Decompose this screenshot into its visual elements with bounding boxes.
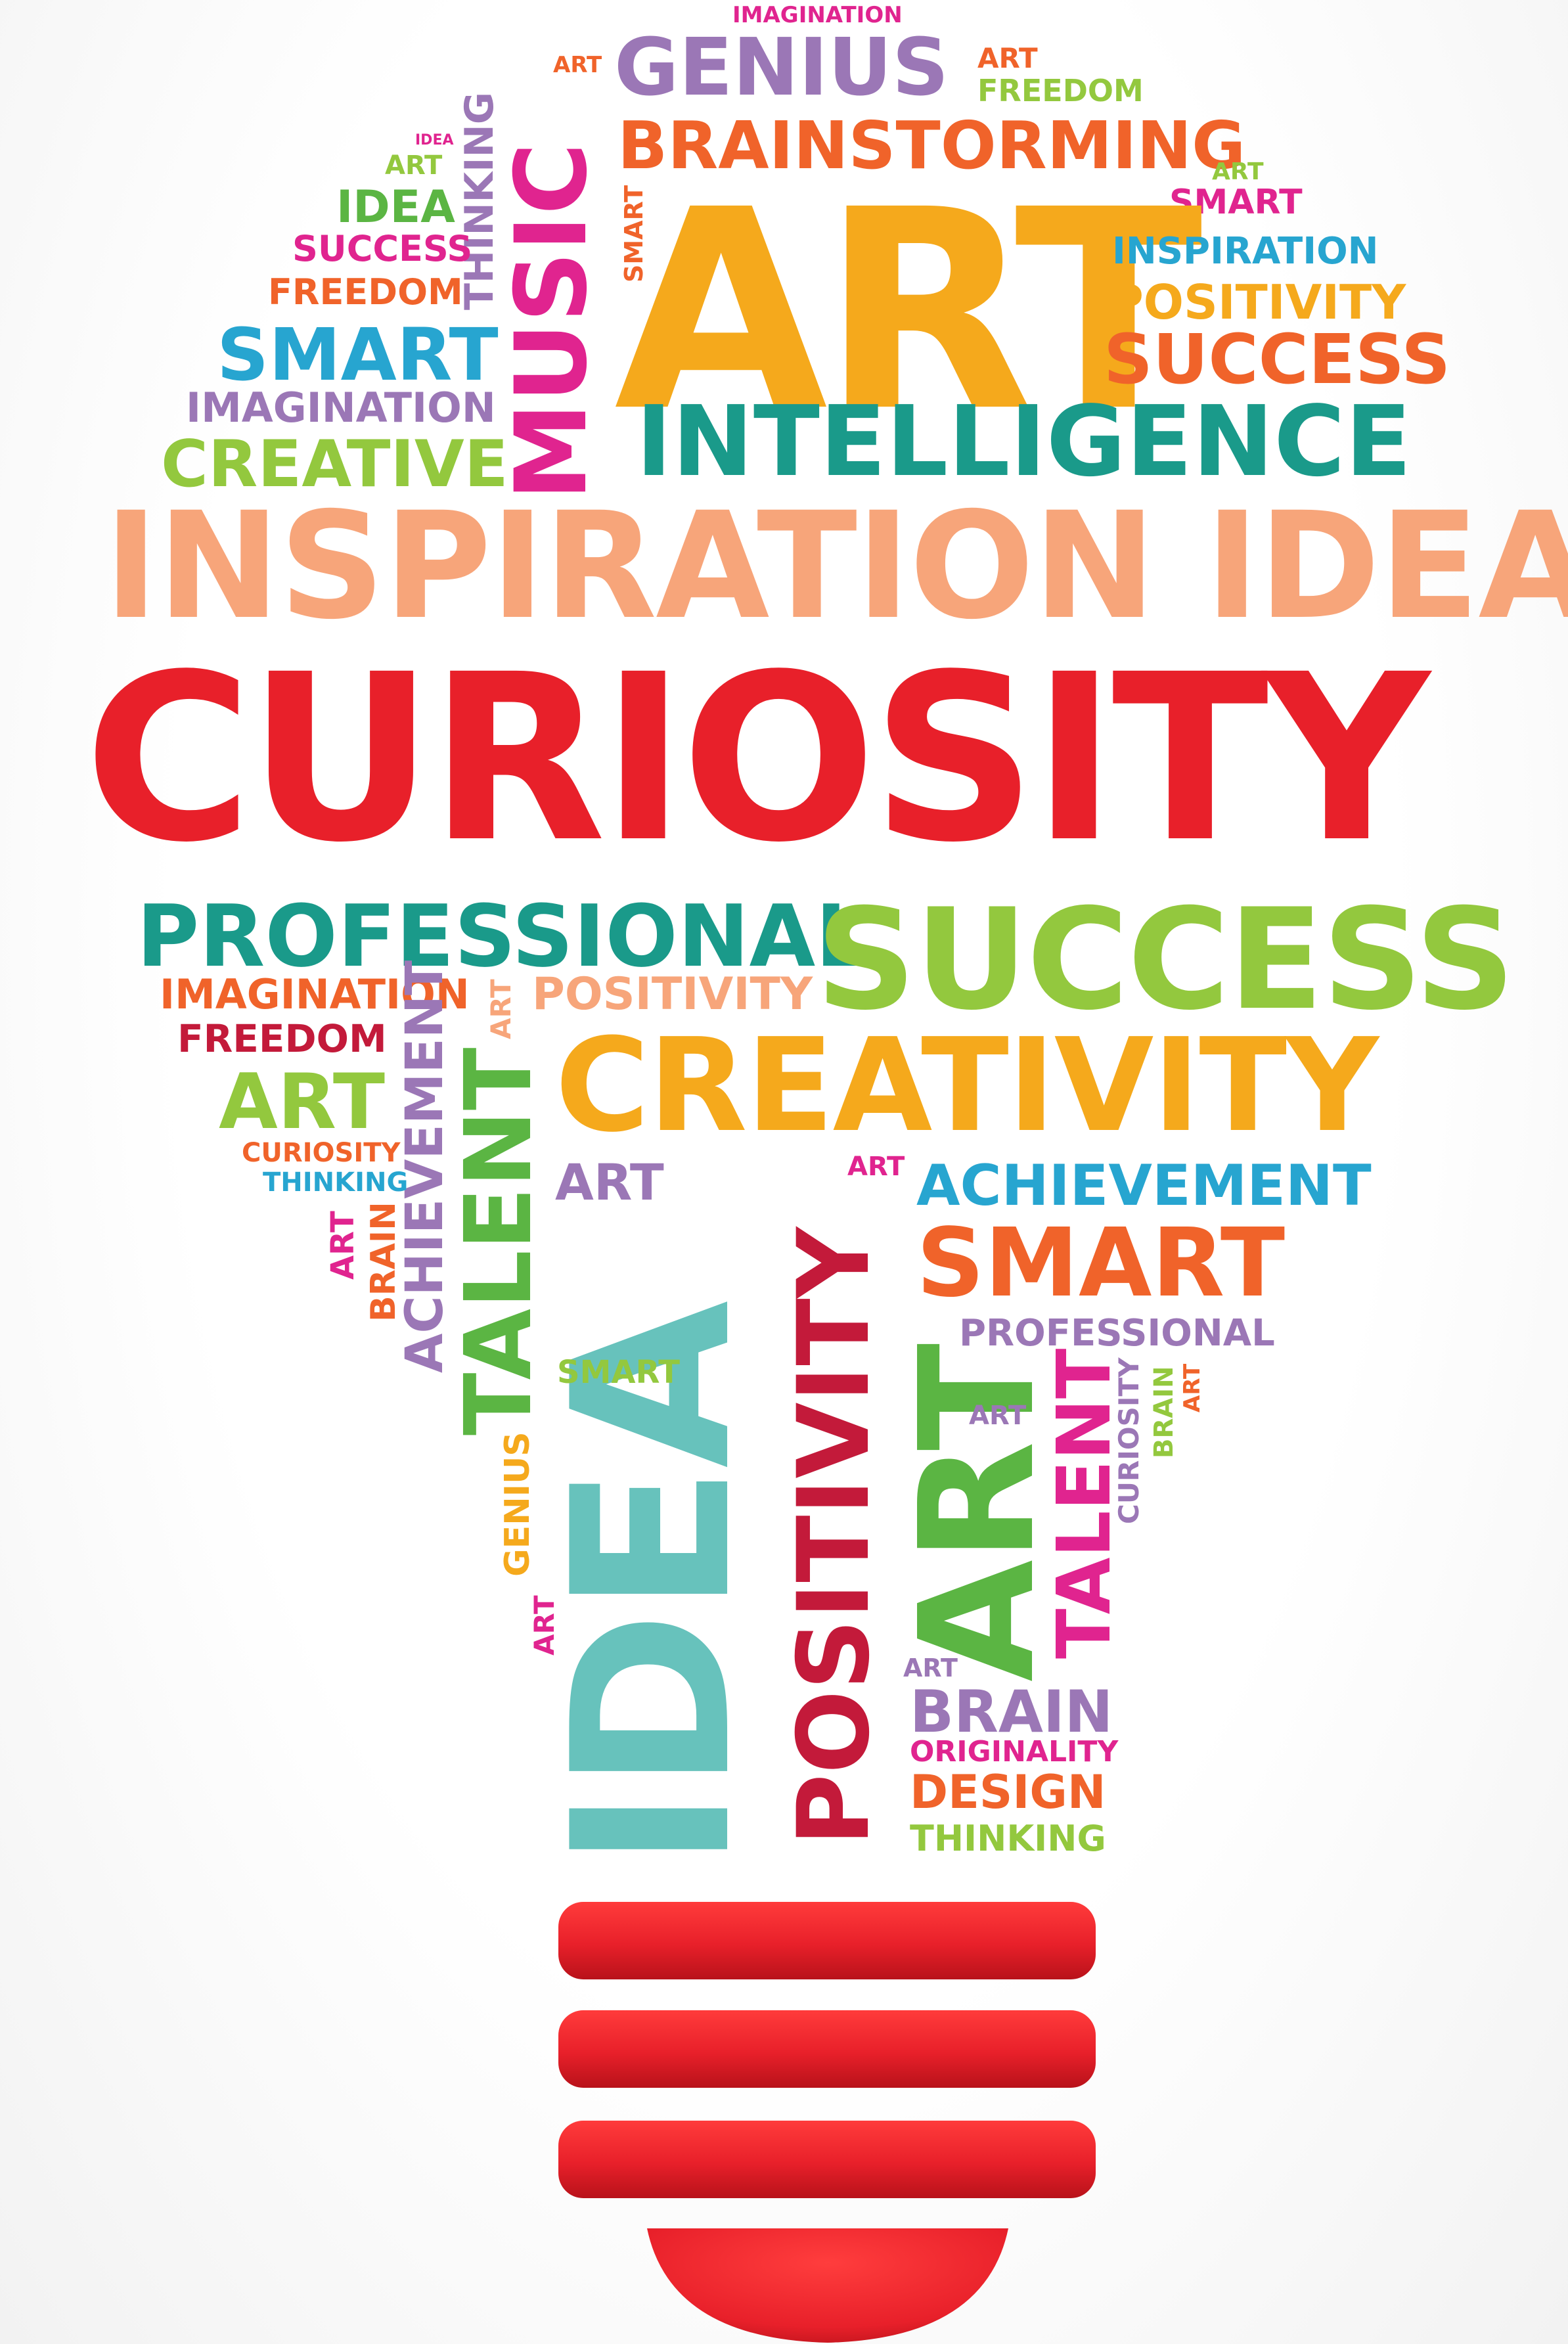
word: INTELLIGENCE (636, 385, 1412, 498)
word: FREEDOM (268, 271, 463, 313)
word: SMART (916, 1207, 1286, 1318)
word: SMART (1169, 183, 1303, 222)
word: FREEDOM (177, 1016, 387, 1061)
word: GENIUS (614, 22, 949, 114)
word: CURIOSITY (84, 625, 1430, 893)
word: ART (969, 1401, 1027, 1431)
word: IDEA (336, 181, 455, 233)
word: ACHIEVEMENT (916, 1153, 1372, 1219)
word: DESIGN (910, 1765, 1106, 1819)
bulb-stripe (558, 2121, 1096, 2198)
word: PROFESSIONAL (137, 886, 870, 986)
word: THINKING (263, 1167, 409, 1198)
word: THINKING (910, 1818, 1106, 1859)
word: SMART (557, 1354, 681, 1391)
word: ART (553, 52, 602, 78)
word: CURIOSITY (242, 1138, 401, 1168)
word: SUCCESS (292, 228, 473, 269)
word: IMAGINATION (732, 2, 903, 28)
word: CREATIVE (161, 427, 508, 502)
word: CREATIVITY (555, 1011, 1379, 1161)
word: FREEDOM (977, 73, 1144, 108)
word: ART (555, 1153, 664, 1211)
word: INSPIRATION (1112, 230, 1379, 273)
word: BRAINSTORMING (617, 107, 1246, 184)
word: SMART (217, 313, 499, 397)
bulb-stripe (558, 1902, 1096, 1979)
word: ORIGINALITY (910, 1735, 1119, 1769)
word: INSPIRATION IDEA (104, 480, 1568, 652)
word: ART (847, 1152, 905, 1182)
word: PROFESSIONAL (959, 1312, 1275, 1355)
bulb-stripe (558, 2010, 1096, 2088)
word: IDEA (415, 132, 454, 148)
bulb-tip (647, 2228, 1008, 2343)
word: SUCCESS (816, 878, 1515, 1041)
word: ART (219, 1058, 386, 1146)
word: ART (903, 1654, 958, 1682)
word: ART (385, 150, 443, 181)
word: ART (1212, 158, 1264, 185)
word: BRAIN (910, 1678, 1113, 1746)
word: POSITIVITY (1109, 275, 1406, 330)
word: POSITIVITY (532, 968, 813, 1020)
word: ART (977, 42, 1038, 74)
word: ART (614, 151, 1203, 472)
word: IMAGINATION (160, 970, 470, 1018)
word: SUCCESS (1104, 319, 1451, 399)
word: IMAGINATION (186, 384, 496, 432)
